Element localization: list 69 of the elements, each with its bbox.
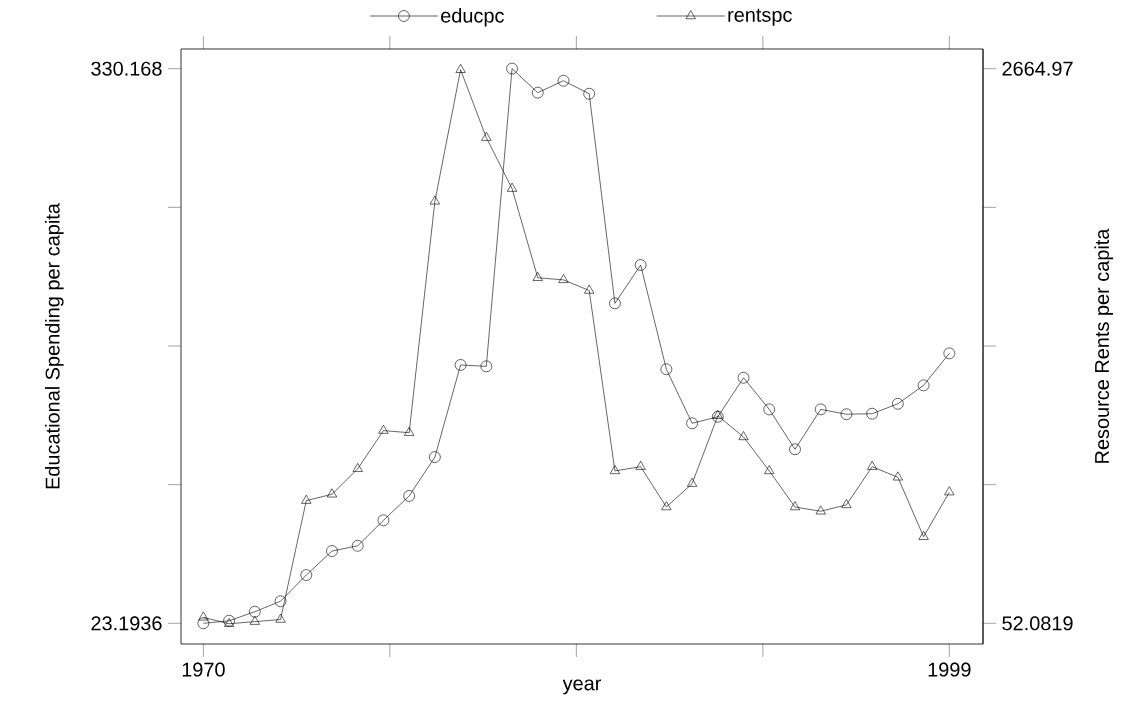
y-tick-label: 330.168 [91, 61, 162, 76]
x-axis-title: year [562, 679, 602, 695]
point [377, 514, 390, 527]
point [737, 371, 750, 384]
point [789, 501, 801, 511]
point [686, 417, 698, 430]
point [661, 501, 672, 511]
point [944, 486, 955, 496]
point [583, 87, 596, 100]
point [532, 271, 543, 281]
point [892, 471, 903, 481]
x-tick-label: 1970 [182, 662, 225, 677]
point [840, 408, 853, 421]
point [480, 360, 493, 373]
point [712, 410, 724, 423]
point [429, 195, 440, 205]
point [403, 490, 415, 502]
y-tick-label: 23.1936 [91, 616, 162, 631]
point [454, 359, 467, 371]
y2-tick-label: 52.0819 [1002, 616, 1073, 631]
point [197, 617, 210, 630]
point [249, 615, 260, 625]
point [814, 403, 827, 416]
point [198, 611, 209, 621]
point [378, 424, 389, 434]
point [531, 86, 544, 99]
point [249, 605, 261, 618]
legend-label: rentspc [728, 8, 792, 26]
point [584, 284, 595, 294]
point [429, 451, 441, 463]
point [763, 403, 776, 416]
point [506, 62, 518, 75]
point [917, 379, 930, 392]
point [943, 347, 956, 360]
point [918, 530, 929, 540]
point [712, 409, 723, 419]
point [789, 443, 801, 456]
point [404, 426, 415, 436]
point [609, 297, 621, 310]
y2-axis-title: Resource Rents per capita [1094, 228, 1113, 463]
legend-label: educpc [441, 8, 504, 27]
point [352, 463, 363, 472]
point [609, 465, 620, 474]
y-axis-title: Educational Spending per capita [45, 203, 64, 489]
point [660, 363, 673, 376]
point [687, 477, 698, 487]
point [815, 505, 826, 515]
point [351, 539, 364, 552]
point [892, 397, 904, 410]
point [301, 494, 312, 504]
point [557, 74, 570, 87]
point [455, 63, 466, 73]
point [634, 259, 647, 271]
point [274, 595, 287, 608]
point [841, 499, 852, 508]
point [326, 545, 338, 557]
point [506, 182, 518, 192]
point [275, 613, 286, 623]
point [326, 488, 338, 498]
point [866, 407, 878, 420]
point [300, 569, 313, 581]
point [764, 465, 775, 474]
point [635, 460, 646, 470]
point [738, 431, 749, 441]
point [481, 131, 492, 141]
point [558, 274, 569, 283]
y2-tick-label: 2664.97 [1002, 61, 1073, 76]
point [867, 460, 878, 470]
x-tick-label: 1999 [928, 662, 971, 677]
